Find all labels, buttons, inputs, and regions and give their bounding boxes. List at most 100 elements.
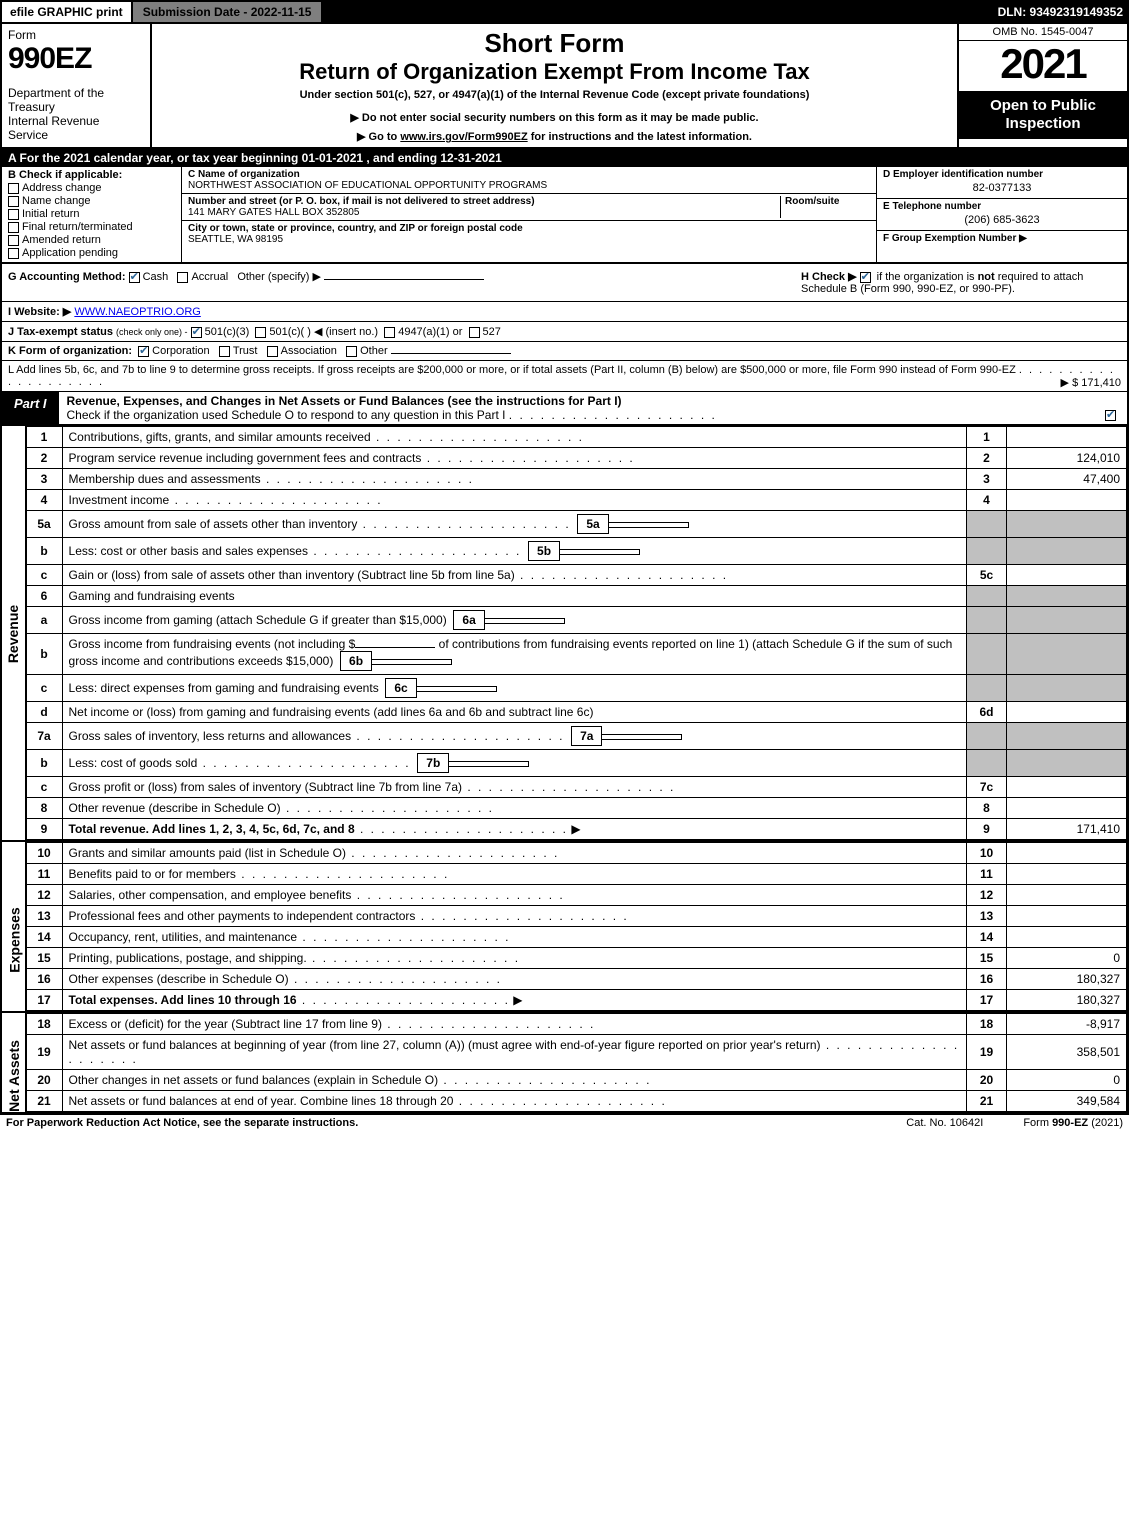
col-b: B Check if applicable: Address change Na… xyxy=(2,167,182,262)
line-box: 11 xyxy=(967,864,1007,885)
line-desc: Program service revenue including govern… xyxy=(69,451,422,465)
efile-print-button[interactable]: efile GRAPHIC print xyxy=(0,0,133,24)
arrow-icon: ▶ xyxy=(513,993,522,1007)
line-box: 8 xyxy=(967,798,1007,819)
dots xyxy=(382,1017,595,1031)
line-num: 2 xyxy=(26,448,62,469)
chk-label: Amended return xyxy=(22,234,101,246)
org-street: 141 MARY GATES HALL BOX 352805 xyxy=(188,207,780,218)
line-desc: Professional fees and other payments to … xyxy=(69,909,416,923)
grey-cell xyxy=(1007,586,1127,607)
dots xyxy=(289,972,502,986)
j-501c3: 501(c)(3) xyxy=(205,326,250,338)
line-desc: Gross sales of inventory, less returns a… xyxy=(69,729,352,743)
room-label: Room/suite xyxy=(785,196,870,207)
line-box: 3 xyxy=(967,469,1007,490)
g-other-input[interactable] xyxy=(324,279,484,280)
irs-link[interactable]: www.irs.gov/Form990EZ xyxy=(400,131,527,143)
chk-label: Initial return xyxy=(22,208,79,220)
dots xyxy=(415,909,628,923)
line-num: d xyxy=(26,702,62,723)
sub-box: 5b xyxy=(528,541,560,561)
chk-final-return[interactable]: Final return/terminated xyxy=(8,221,175,233)
line-amt xyxy=(1007,843,1127,864)
row-gh: G Accounting Method: Cash Accrual Other … xyxy=(0,264,1129,302)
line-num: 12 xyxy=(26,885,62,906)
line-num: b xyxy=(26,538,62,565)
line-box: 14 xyxy=(967,927,1007,948)
g-label: G Accounting Method: xyxy=(8,271,126,283)
grey-cell xyxy=(967,586,1007,607)
website-link[interactable]: WWW.NAEOPTRIO.ORG xyxy=(74,306,201,318)
checkbox-icon[interactable] xyxy=(177,272,188,283)
blank-input[interactable] xyxy=(355,647,435,648)
c-name-row: C Name of organization NORTHWEST ASSOCIA… xyxy=(182,167,876,194)
line-5c: cGain or (loss) from sale of assets othe… xyxy=(26,565,1126,586)
line-box: 18 xyxy=(967,1014,1007,1035)
line-amt xyxy=(1007,427,1127,448)
line-num: 10 xyxy=(26,843,62,864)
checkbox-icon[interactable] xyxy=(219,346,230,357)
chk-amended-return[interactable]: Amended return xyxy=(8,234,175,246)
checkbox-icon[interactable] xyxy=(255,327,266,338)
group-label: F Group Exemption Number ▶ xyxy=(883,233,1121,244)
sub-box: 6b xyxy=(340,651,372,671)
line-amt: 0 xyxy=(1007,948,1127,969)
dots xyxy=(421,451,634,465)
k-other-input[interactable] xyxy=(391,353,511,354)
chk-initial-return[interactable]: Initial return xyxy=(8,208,175,220)
line-amt: 349,584 xyxy=(1007,1091,1127,1112)
checkbox-icon[interactable] xyxy=(346,346,357,357)
line-16: 16Other expenses (describe in Schedule O… xyxy=(26,969,1126,990)
line-num: b xyxy=(26,634,62,675)
line-amt: 180,327 xyxy=(1007,990,1127,1011)
side-netassets-label: Net Assets xyxy=(6,1040,22,1112)
checkbox-icon[interactable] xyxy=(129,272,140,283)
dots xyxy=(281,801,494,815)
line-box: 10 xyxy=(967,843,1007,864)
revenue-section: Revenue 1Contributions, gifts, grants, a… xyxy=(0,426,1129,842)
g-accounting: G Accounting Method: Cash Accrual Other … xyxy=(8,270,801,295)
chk-application-pending[interactable]: Application pending xyxy=(8,247,175,259)
submission-date-button[interactable]: Submission Date - 2022-11-15 xyxy=(131,0,324,24)
line-desc: Printing, publications, postage, and shi… xyxy=(69,951,307,965)
sub-amt xyxy=(485,618,565,624)
checkbox-icon[interactable] xyxy=(191,327,202,338)
checkbox-icon[interactable] xyxy=(860,272,871,283)
line-box: 9 xyxy=(967,819,1007,840)
top-bar: efile GRAPHIC print Submission Date - 20… xyxy=(0,0,1129,24)
dots xyxy=(515,568,728,582)
checkbox-icon xyxy=(8,183,19,194)
line-6d: dNet income or (loss) from gaming and fu… xyxy=(26,702,1126,723)
org-name: NORTHWEST ASSOCIATION OF EDUCATIONAL OPP… xyxy=(188,180,870,191)
subtitle-1: Under section 501(c), 527, or 4947(a)(1)… xyxy=(162,89,947,101)
d-ein-row: D Employer identification number 82-0377… xyxy=(877,167,1127,199)
checkbox-icon[interactable] xyxy=(384,327,395,338)
line-1: 1Contributions, gifts, grants, and simil… xyxy=(26,427,1126,448)
line-box: 2 xyxy=(967,448,1007,469)
line-num: 20 xyxy=(26,1070,62,1091)
j-4947: 4947(a)(1) or xyxy=(398,326,462,338)
i-label: I Website: ▶ xyxy=(8,306,71,318)
chk-name-change[interactable]: Name change xyxy=(8,195,175,207)
line-num: 17 xyxy=(26,990,62,1011)
sub-amt xyxy=(609,522,689,528)
part1-title: Revenue, Expenses, and Changes in Net As… xyxy=(59,392,1127,424)
grey-cell xyxy=(1007,538,1127,565)
checkbox-icon[interactable] xyxy=(469,327,480,338)
line-amt xyxy=(1007,906,1127,927)
g-other: Other (specify) ▶ xyxy=(237,271,321,283)
line-19: 19Net assets or fund balances at beginni… xyxy=(26,1035,1126,1070)
checkbox-icon[interactable] xyxy=(1105,410,1116,421)
line-desc: Less: cost of goods sold xyxy=(69,756,198,770)
col-d: D Employer identification number 82-0377… xyxy=(877,167,1127,262)
checkbox-icon[interactable] xyxy=(138,346,149,357)
line-desc: Gross income from fundraising events (no… xyxy=(69,637,356,651)
line-amt: 171,410 xyxy=(1007,819,1127,840)
sub-box: 5a xyxy=(577,514,608,534)
line-13: 13Professional fees and other payments t… xyxy=(26,906,1126,927)
line-num: 6 xyxy=(26,586,62,607)
checkbox-icon[interactable] xyxy=(267,346,278,357)
k-corp: Corporation xyxy=(152,345,209,357)
chk-address-change[interactable]: Address change xyxy=(8,182,175,194)
